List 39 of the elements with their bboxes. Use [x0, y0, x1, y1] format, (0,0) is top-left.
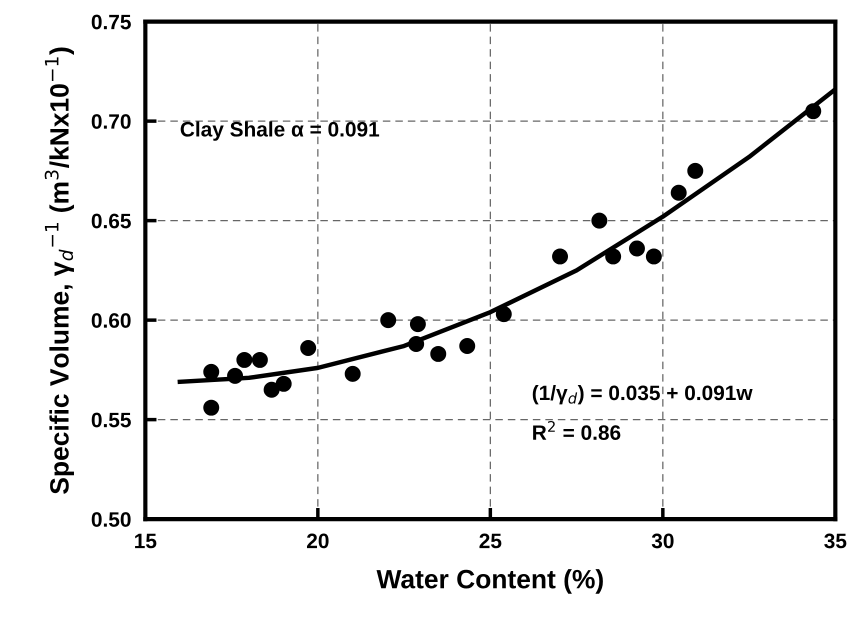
point — [203, 364, 220, 380]
x-axis-title: Water Content (%) — [376, 569, 603, 594]
y-tick-label: 0.55 — [92, 412, 131, 428]
y-tick-label: 0.75 — [92, 14, 131, 30]
x-tick-label: 25 — [479, 534, 502, 548]
point — [264, 382, 280, 398]
point — [805, 103, 822, 120]
point — [496, 306, 512, 322]
point — [410, 316, 426, 332]
point — [605, 248, 622, 264]
annotation: (1/γ$_{d}$) = 0.035 + 0.091w — [532, 384, 753, 404]
x-tick-label: 20 — [306, 534, 329, 548]
point — [252, 352, 268, 368]
point — [430, 346, 446, 362]
x-tick-label: 30 — [652, 534, 674, 548]
y-tick-label: 0.50 — [92, 512, 131, 527]
point — [203, 400, 220, 416]
point — [591, 212, 608, 229]
y-tick-label: 0.60 — [92, 313, 131, 328]
point — [459, 338, 476, 354]
point — [552, 248, 568, 264]
point — [236, 352, 252, 368]
point — [227, 368, 244, 384]
x-tick-label: 35 — [824, 534, 846, 548]
point — [687, 162, 704, 179]
y-tick-label: 0.70 — [92, 114, 131, 129]
y-axis-title: Specific Volume, γ$_{d}$$^{−1}$ (m$^{3}$/kNx10$^{−1}$) — [44, 48, 74, 494]
point — [300, 340, 316, 356]
annotation: Clay Shale α = 0.091 — [180, 121, 380, 141]
y-tick-label: 0.65 — [92, 214, 131, 228]
point — [408, 336, 424, 352]
point — [276, 376, 292, 392]
point — [380, 312, 396, 328]
point — [646, 248, 662, 264]
x-tick-label: 15 — [135, 534, 156, 548]
point — [670, 184, 687, 201]
annotation: R$^{2}$ = 0.86 — [533, 420, 620, 440]
point — [344, 366, 361, 382]
point — [628, 240, 645, 256]
